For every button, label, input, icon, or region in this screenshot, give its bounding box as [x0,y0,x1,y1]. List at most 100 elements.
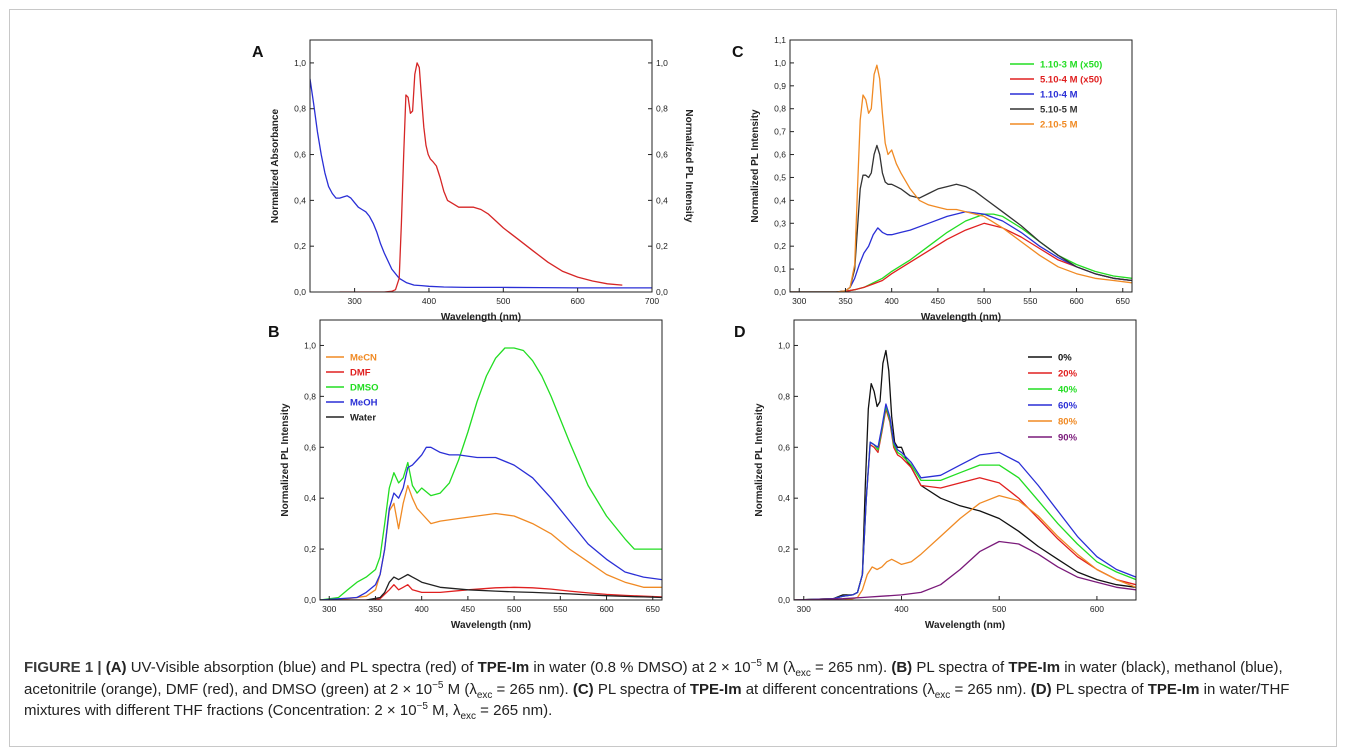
y-tick-label: 0,5 [774,172,786,182]
caption-compound: TPE-Im [1008,659,1061,676]
panel-letter: B [268,324,280,341]
x-tick-label: 600 [571,296,585,306]
y-tick-label: 0,7 [774,127,786,137]
series-line-1-10-4-m [790,211,1132,292]
y2-tick-label: 0,4 [656,195,668,205]
y-tick-label: 0,0 [778,595,790,605]
caption-panel-b: (B) [891,659,913,676]
y-tick-label: 0,6 [304,442,316,452]
caption-text: in water/THF mixtures with different THF… [24,680,1290,720]
x-tick-label: 650 [1116,296,1130,306]
y-tick-label: 0,3 [774,218,786,228]
series-group [794,349,1136,600]
series-line-water [320,573,662,600]
series-line-5-10-4-m-x50- [790,222,1132,292]
legend-label: Water [350,413,376,424]
legend-label: 90% [1058,433,1078,444]
y-tick-label: 0,6 [294,150,306,160]
plot-frame [793,319,1137,601]
y-tick-label: 1,0 [778,340,790,350]
x-tick-label: 300 [792,296,806,306]
y-tick-label: 0,8 [294,104,306,114]
y-tick-label: 0,1 [774,264,786,274]
y-tick-label: 0,0 [294,287,306,297]
plot-frame [309,39,653,293]
x-tick-label: 300 [322,604,336,614]
series-group [320,347,662,600]
legend-label: 40% [1058,385,1078,396]
x-tick-label: 500 [507,604,521,614]
legend-label: 5.10-5 M [1040,105,1078,116]
caption-text: = 265 nm). [492,680,573,698]
caption-subscript: exc [934,689,951,701]
caption-text: = 265 nm). [950,680,1031,698]
y-tick-label: 0,9 [774,81,786,91]
y2-tick-label: 0,0 [656,287,668,297]
legend-label: MeOH [350,398,378,409]
legend-label: 1.10-4 M [1040,90,1078,101]
x-tick-label: 300 [348,296,362,306]
y-tick-label: 0,4 [774,195,786,205]
x-axis-title: Wavelength (nm) [451,620,531,631]
series-line-40- [794,405,1136,600]
caption-compound: TPE-Im [477,659,530,676]
panel-b: B 300 350 400 450 500 550 600 650 0,0 0,2 0,4 0,6 0,8… [268,319,663,631]
series-line-dmf [320,584,662,600]
figure-frame: A 300 400 500 600 700 0,0 0,0 0,2 0,2 0,4 0,4 0,6 0,6… [9,9,1337,747]
legend-label: 20% [1058,369,1078,380]
caption-text: PL spectra of [1051,680,1148,698]
y-tick-label: 1,1 [774,35,786,45]
x-tick-label: 600 [599,604,613,614]
x-tick-label: 400 [894,604,908,614]
y-tick-label: 1,0 [294,58,306,68]
legend-label: 80% [1058,417,1078,428]
y-tick-label: 0,6 [778,442,790,452]
series-line-1-10-3-m-x50- [790,213,1132,292]
caption-text: = 265 nm). [476,702,553,719]
legend-label: 1.10-3 M (x50) [1040,60,1102,71]
y2-tick-label: 1,0 [656,58,668,68]
y-tick-label: 0,4 [294,195,306,205]
plot-frame [789,39,1133,293]
series-group [790,64,1132,292]
series-line-20- [794,408,1136,600]
x-tick-label: 400 [422,296,436,306]
x-tick-label: 450 [461,604,475,614]
x-tick-label: 500 [496,296,510,306]
caption-text: M, λ [427,702,461,719]
caption-exponent: −5 [416,701,428,712]
caption-text: PL spectra of [593,680,690,698]
series-line-5-10-5-m [790,144,1132,292]
caption-text: at different concentrations (λ [741,680,935,698]
legend-label: DMF [350,368,371,379]
panel-c: C 300 350 400 450 500 550 600 650 0,0 0,1 0,2 0,3 0,4… [732,35,1133,323]
series-line-dmso [320,347,662,600]
series-group [310,62,652,292]
caption-text: in water (black), methanol (blue), aceto… [24,659,1283,698]
caption-subscript: exc [476,689,493,701]
x-tick-label: 350 [838,296,852,306]
figure-caption: FIGURE 1 | (A) UV-Visible absorption (bl… [24,657,1324,722]
x-tick-label: 500 [992,604,1006,614]
legend-label: DMSO [350,383,379,394]
legend-label: 2.10-5 M [1040,120,1078,131]
y2-tick-label: 0,6 [656,150,668,160]
caption-label: FIGURE 1 | [24,659,102,676]
series-line-60- [794,403,1136,600]
y-tick-label: 0,2 [294,241,306,251]
caption-exponent: −5 [432,679,444,691]
panel-letter: D [734,324,746,341]
y-tick-label: 0,8 [304,391,316,401]
x-tick-label: 400 [415,604,429,614]
series-line-1 [339,62,623,292]
series-line-90- [794,540,1136,600]
y-tick-label: 0,0 [304,595,316,605]
series-line-0 [310,78,652,289]
x-axis-title: Wavelength (nm) [441,312,521,323]
y-tick-label: 1,0 [774,58,786,68]
legend-label: 60% [1058,401,1078,412]
x-axis-title: Wavelength (nm) [921,312,1001,323]
x-tick-label: 600 [1069,296,1083,306]
caption-text: PL spectra of [912,659,1009,676]
